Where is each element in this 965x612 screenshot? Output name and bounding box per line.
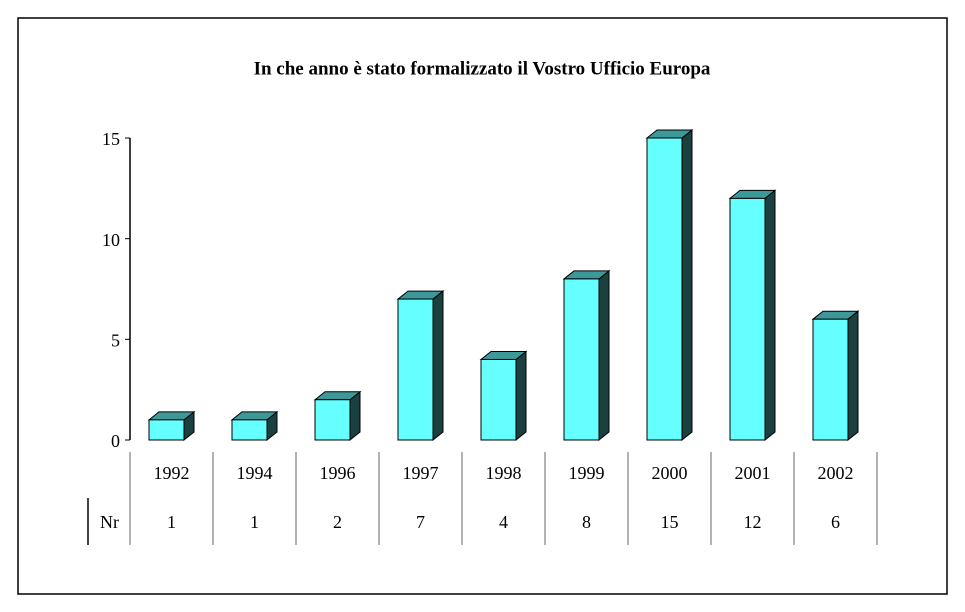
- bar-front: [231, 419, 268, 441]
- bar-side: [681, 128, 693, 442]
- bar-front: [480, 358, 517, 441]
- x-tick-label: 2002: [818, 463, 854, 483]
- bar: [313, 390, 362, 442]
- bar: [230, 410, 279, 442]
- x-tick-label: 1992: [154, 463, 190, 483]
- table-value: 15: [661, 512, 679, 532]
- x-tick-label: 1999: [569, 463, 605, 483]
- bar-front: [729, 197, 766, 441]
- x-tick-label: 1994: [237, 463, 273, 483]
- bar-side: [764, 189, 776, 442]
- table-value: 1: [250, 512, 259, 532]
- y-tick-label: 5: [111, 330, 120, 350]
- x-tick-label: 2000: [652, 463, 688, 483]
- table-value: 7: [416, 512, 425, 532]
- bar-front: [148, 419, 185, 441]
- bar: [811, 310, 860, 442]
- bar-front: [646, 137, 683, 441]
- y-tick-label: 0: [111, 431, 120, 451]
- x-tick-label: 1998: [486, 463, 522, 483]
- bar: [645, 128, 694, 442]
- table-value: 8: [582, 512, 591, 532]
- table-value: 2: [333, 512, 342, 532]
- bar-front: [314, 399, 351, 441]
- bar: [728, 189, 777, 442]
- bar: [396, 290, 445, 442]
- bar: [479, 350, 528, 442]
- bar-side: [432, 290, 444, 442]
- table-value: 4: [499, 512, 508, 532]
- y-tick-label: 10: [102, 230, 120, 250]
- bar-side: [598, 269, 610, 442]
- bar-front: [563, 278, 600, 441]
- y-tick-label: 15: [102, 129, 120, 149]
- frame: [17, 17, 948, 595]
- row-label: Nr: [100, 512, 119, 532]
- bar-front: [812, 318, 849, 441]
- bar-side: [515, 350, 527, 442]
- bar-front: [397, 298, 434, 441]
- bar-side: [847, 310, 859, 442]
- x-tick-label: 2001: [735, 463, 771, 483]
- table-value: 6: [831, 512, 840, 532]
- bar: [147, 410, 196, 442]
- chart-title: In che anno è stato formalizzato il Vost…: [254, 58, 711, 79]
- table-value: 12: [744, 512, 762, 532]
- table-value: 1: [167, 512, 176, 532]
- bar: [562, 269, 611, 442]
- x-tick-label: 1997: [403, 463, 439, 483]
- x-tick-label: 1996: [320, 463, 356, 483]
